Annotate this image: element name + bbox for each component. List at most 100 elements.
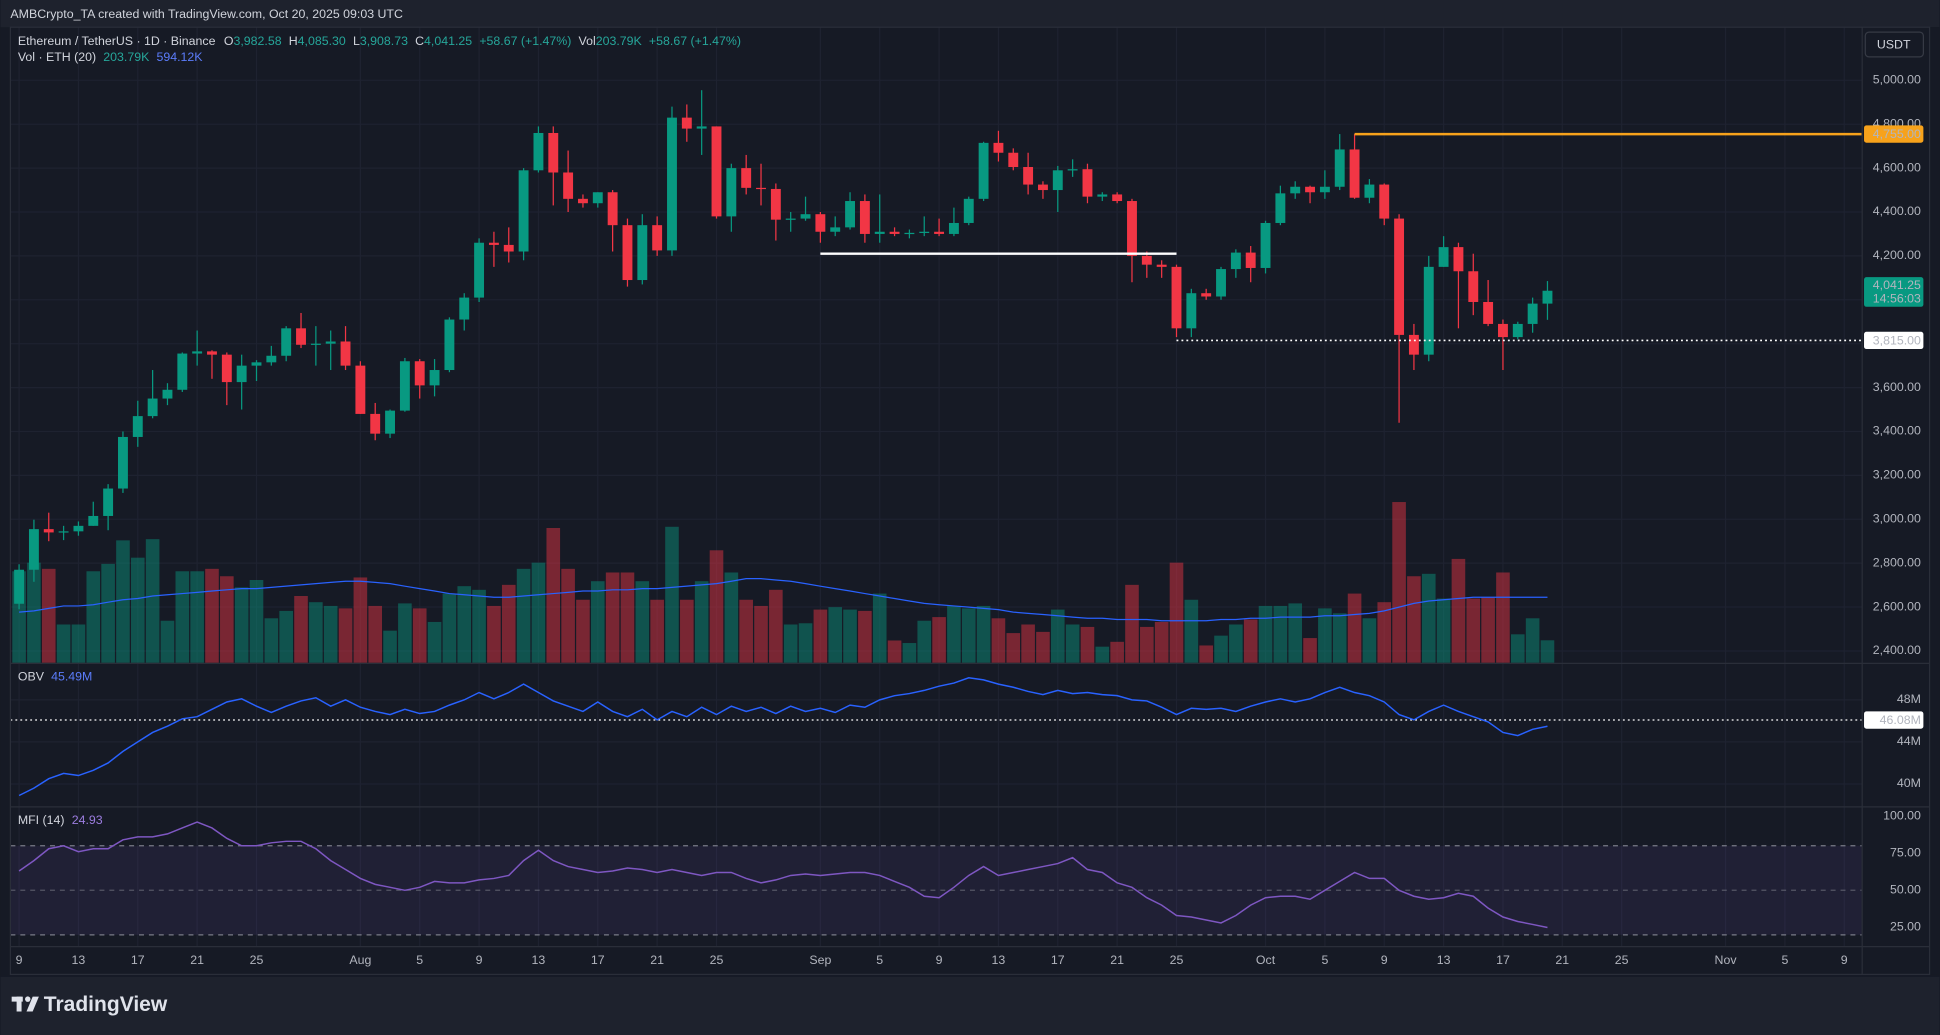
candle-body xyxy=(296,328,306,345)
y-tick-label: 3,600.00 xyxy=(1873,380,1921,394)
candle-body xyxy=(1349,149,1360,198)
volume-bar xyxy=(769,589,783,663)
volume-bar xyxy=(368,605,383,663)
candle-body xyxy=(741,168,752,188)
volume-bar xyxy=(531,562,546,663)
candle-body xyxy=(681,117,692,129)
candle-body xyxy=(726,168,737,217)
volume-bar xyxy=(754,605,768,663)
volume-bar xyxy=(694,581,709,663)
volume-bar xyxy=(917,620,932,663)
indicator-line xyxy=(18,821,1548,929)
volume-bar xyxy=(1362,618,1377,663)
candle-body xyxy=(770,188,781,220)
y-tick-label: 50.00 xyxy=(1890,883,1921,897)
candle-body xyxy=(1423,266,1434,355)
volume-ma-line xyxy=(19,578,1548,622)
volume-bar xyxy=(798,623,813,663)
volume-bar xyxy=(309,602,323,663)
volume-bar xyxy=(1510,634,1525,663)
volume-bar xyxy=(501,584,516,663)
candle-body xyxy=(1230,252,1241,270)
volume-bar xyxy=(605,572,620,663)
candle-body xyxy=(711,126,722,217)
volume-legend: Vol · ETH (20) 203.79K 594.12K xyxy=(18,50,203,64)
x-tick-label: Sep xyxy=(809,953,831,967)
volume-bar xyxy=(205,568,219,663)
candle-body xyxy=(785,218,796,220)
volume-bar xyxy=(1392,502,1406,663)
candle-body xyxy=(1542,290,1553,304)
candle-body xyxy=(800,214,811,219)
candle-body xyxy=(934,231,945,234)
candle-body xyxy=(1483,301,1494,324)
candle-body xyxy=(1201,293,1212,297)
candle-body xyxy=(118,436,128,489)
candle-body xyxy=(1260,222,1271,268)
legend-label: H xyxy=(289,34,298,48)
candle-body xyxy=(414,361,425,386)
x-tick-label: 13 xyxy=(992,953,1006,967)
candle-body xyxy=(1364,184,1375,198)
volume-bar xyxy=(1303,638,1317,663)
header-bar xyxy=(0,0,1940,28)
price-legend: Ethereum / TetherUS · 1D · Binance O3,98… xyxy=(18,34,741,48)
x-tick-label: 25 xyxy=(1170,953,1184,967)
volume-bar xyxy=(1496,572,1510,663)
volume-bar xyxy=(1481,597,1495,663)
candle-body xyxy=(221,354,232,383)
candle-body xyxy=(1097,194,1108,197)
volume-bar xyxy=(1243,619,1258,663)
y-tick-label: 2,800.00 xyxy=(1873,555,1921,569)
x-tick-label: 9 xyxy=(1381,953,1388,967)
candle-body xyxy=(14,569,25,604)
candle-body xyxy=(652,225,663,251)
candle-body xyxy=(874,231,885,234)
volume-bar xyxy=(783,624,798,663)
volume-bar xyxy=(650,599,664,663)
volume-bar xyxy=(71,624,86,663)
x-tick-label: 9 xyxy=(1841,953,1848,967)
logo-part xyxy=(25,996,31,1002)
volume-bar xyxy=(353,577,368,663)
y-tick-label: 25.00 xyxy=(1890,920,1921,934)
plot-area: 9 13 17 21 25 Aug 5 9 13 17 21 25 Sep 5 9 13 17 21 25 Oct 5 9… xyxy=(10,27,1924,967)
legend-change: +58.67 (+1.47%) xyxy=(479,34,571,48)
candle-body xyxy=(667,117,677,251)
volume-bar xyxy=(843,609,857,663)
candle-body xyxy=(1527,303,1538,324)
candle-body xyxy=(488,242,499,245)
candle-body xyxy=(1127,201,1137,256)
legend-label: L xyxy=(353,34,360,48)
volume-bar xyxy=(27,562,41,663)
volume-bar xyxy=(1184,599,1199,663)
x-tick-label: 5 xyxy=(1321,953,1328,967)
candle-body xyxy=(696,126,707,129)
candle-body xyxy=(607,192,618,226)
currency-label[interactable]: USDT xyxy=(1877,37,1911,51)
currency-button[interactable] xyxy=(1864,31,1925,58)
volume-bar xyxy=(116,540,130,663)
volume-bar xyxy=(1125,584,1139,663)
volume-bar xyxy=(1006,633,1021,663)
price-tag-label: 46.08M xyxy=(1880,713,1921,727)
candle-body xyxy=(1171,266,1182,329)
x-tick-label: 17 xyxy=(1496,953,1510,967)
volume-bar xyxy=(101,563,115,663)
candle-body xyxy=(73,525,84,532)
volume-bar xyxy=(1110,641,1124,663)
price-axis-area xyxy=(1861,27,1940,975)
volume-bar xyxy=(1273,605,1288,663)
candle-body xyxy=(162,389,173,399)
volume-bar xyxy=(323,605,338,663)
y-tick-label: 3,400.00 xyxy=(1873,424,1921,438)
candle-body xyxy=(1498,323,1508,338)
volume-bar xyxy=(902,643,917,663)
price-tag xyxy=(1864,331,1924,350)
candle-body xyxy=(533,132,544,171)
y-tick-label: 75.00 xyxy=(1890,845,1921,859)
x-tick-label: 13 xyxy=(1437,953,1451,967)
brand-logo xyxy=(11,996,39,1012)
candle-body xyxy=(266,355,277,363)
volume-bar xyxy=(1451,558,1466,663)
